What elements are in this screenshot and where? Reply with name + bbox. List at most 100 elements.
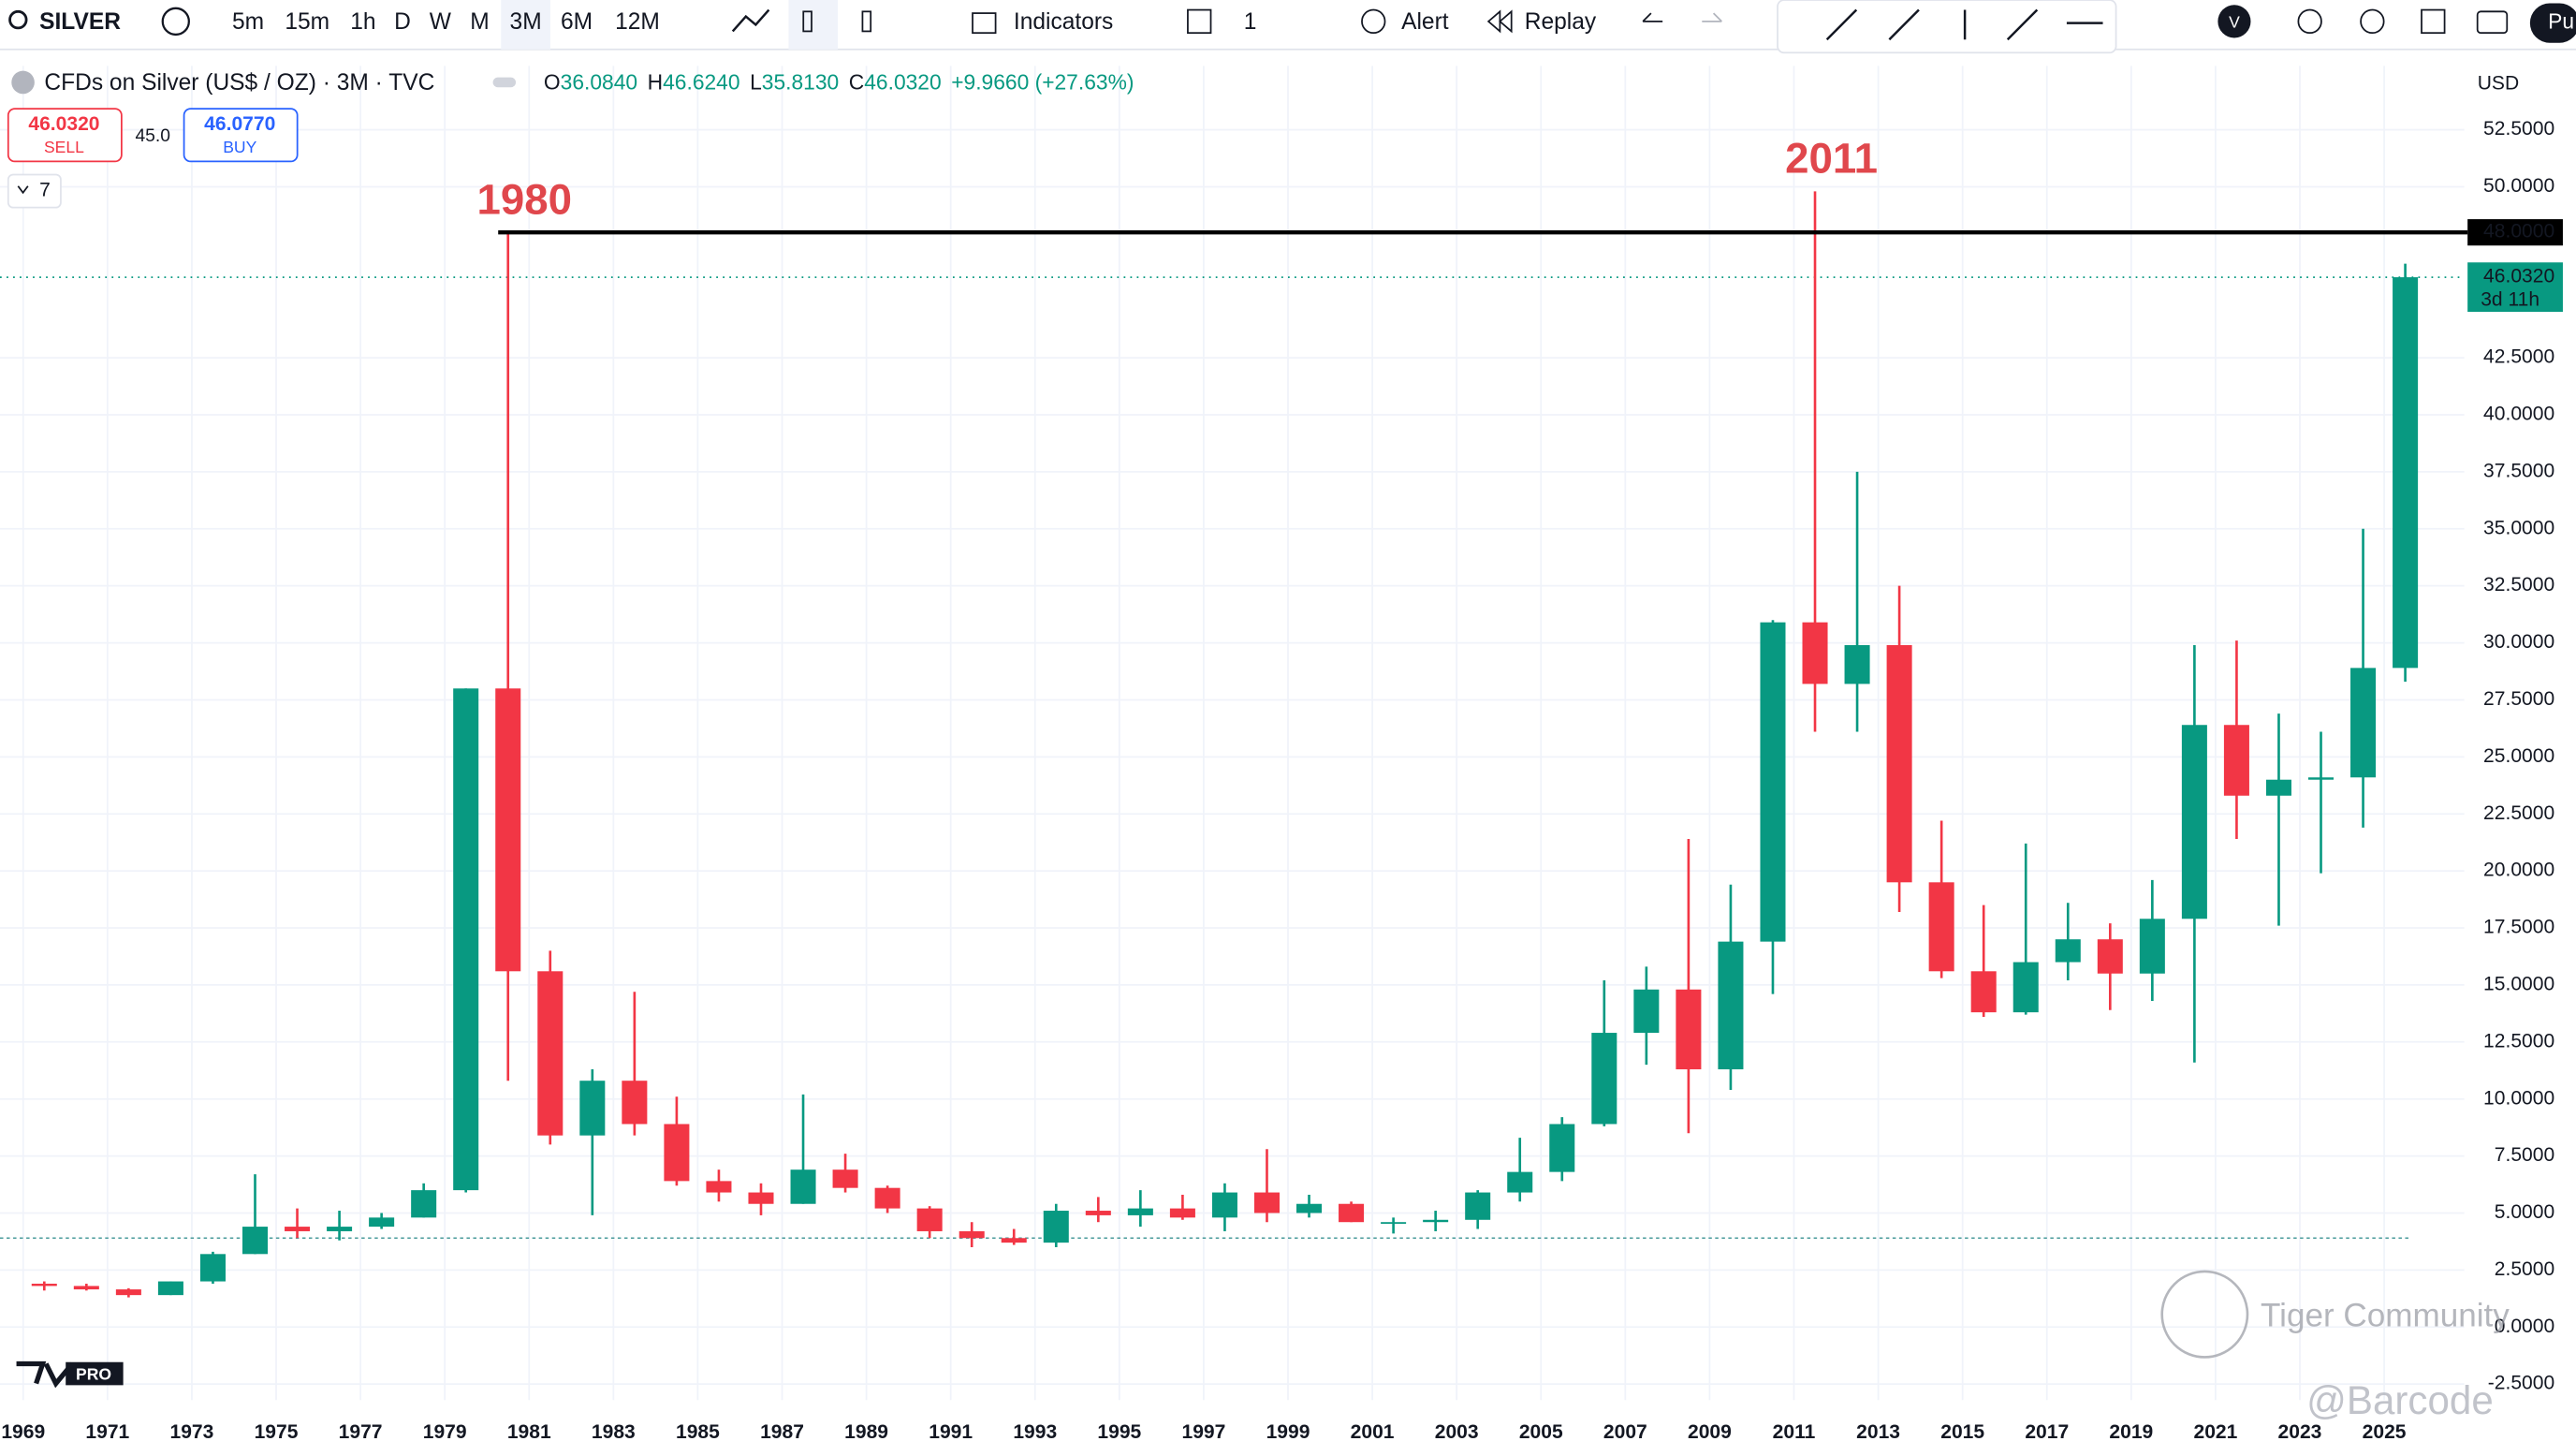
x-tick-label: 2019 [2109, 1421, 2153, 1443]
alert[interactable]: Alert [1401, 9, 1449, 35]
candle-body [706, 1181, 732, 1193]
interval[interactable]: 3M [510, 9, 542, 35]
x-tick-label: 2005 [1519, 1421, 1563, 1443]
candle-body [327, 1227, 353, 1231]
symbol-logo [11, 70, 35, 95]
x-tick-label: 2025 [2363, 1421, 2407, 1443]
last-price-label: 46.0320 [2483, 266, 2554, 287]
candle-body [1085, 1211, 1111, 1215]
drawing-tools[interactable] [1825, 8, 2103, 41]
last-price-label-bg [2467, 262, 2563, 313]
fullscreen-icon[interactable] [2421, 8, 2446, 35]
candle-body [1591, 1033, 1617, 1125]
bar-icon[interactable] [861, 10, 872, 33]
zoom-icon[interactable] [2297, 8, 2322, 35]
publish[interactable]: Pu [2548, 9, 2574, 34]
horizontal-line-label-bg [2467, 219, 2563, 246]
interval[interactable]: M [470, 9, 489, 35]
pro: PRO [76, 1364, 111, 1383]
horizontal-line-label: 48.0000 [2483, 221, 2554, 243]
candle-body [1465, 1192, 1491, 1220]
indicators-icon[interactable] [972, 12, 997, 35]
candle-body [2265, 779, 2291, 796]
watermark-logo [2160, 1270, 2249, 1359]
symbol-name[interactable]: CFDs on Silver (US$ / OZ) · 3M · TVC [44, 70, 434, 96]
y-tick-label: 40.0000 [2483, 404, 2554, 425]
candle-body [2393, 277, 2419, 669]
candle-body [157, 1281, 183, 1296]
x-tick-label: 1969 [1, 1421, 45, 1443]
buy-label[interactable]: BUY [223, 138, 256, 156]
user-initial[interactable]: V [2229, 12, 2240, 31]
replay-icon[interactable] [1486, 9, 1513, 34]
interval[interactable]: 5m [232, 9, 264, 35]
indicators[interactable]: Indicators [1014, 9, 1113, 35]
interval[interactable]: 12M [615, 9, 660, 35]
sell-price[interactable]: 46.0320 [28, 113, 99, 135]
candle-body [664, 1124, 690, 1182]
candle-body [285, 1227, 311, 1231]
interval[interactable]: 1h [350, 9, 375, 35]
candle-body [874, 1187, 900, 1209]
avatar[interactable] [2217, 5, 2251, 38]
y-tick-label: 25.0000 [2483, 745, 2554, 767]
interval[interactable]: W [430, 9, 452, 35]
y-tick-label: 30.0000 [2483, 631, 2554, 653]
currency[interactable]: USD [2478, 72, 2519, 94]
layout-count[interactable]: 1 [1244, 9, 1257, 35]
y-tick-label: 27.5000 [2483, 688, 2554, 710]
candle-body [115, 1289, 141, 1296]
buy-price[interactable]: 46.0770 [204, 113, 275, 135]
redo[interactable] [1702, 12, 1722, 22]
alert-icon[interactable] [1361, 8, 1386, 35]
collapse-chevron[interactable] [17, 185, 29, 195]
sell-label[interactable]: SELL [44, 138, 84, 156]
x-tick-label: 1977 [339, 1421, 383, 1443]
y-tick-label: 35.0000 [2483, 517, 2554, 538]
x-tick-label: 1991 [929, 1421, 973, 1443]
candle-icon-bg[interactable] [788, 0, 839, 50]
candle-body [2012, 962, 2039, 1013]
settings-icon[interactable] [2360, 8, 2385, 35]
x-tick-label: 2013 [1856, 1421, 1900, 1443]
search-icon[interactable] [8, 9, 28, 30]
line-chart-icon[interactable] [731, 8, 770, 33]
replay[interactable]: Replay [1525, 9, 1597, 35]
add-symbol[interactable] [161, 7, 190, 37]
interval[interactable]: D [394, 9, 411, 35]
interval[interactable]: 6M [561, 9, 593, 35]
currency-box[interactable] [2467, 66, 2563, 103]
candle-body [1423, 1219, 1449, 1223]
candle-body [1127, 1208, 1153, 1215]
candle-body [31, 1283, 57, 1287]
low: 35.8130 [762, 70, 839, 95]
candle-body [1886, 645, 1912, 883]
buy-button[interactable] [183, 108, 299, 163]
x-tick-label: 2017 [2025, 1421, 2069, 1443]
layout-icon[interactable] [1187, 8, 1212, 35]
sell-button[interactable] [7, 108, 123, 163]
candle-body [495, 688, 521, 972]
symbol[interactable]: SILVER [39, 9, 121, 35]
y-tick-label: 12.5000 [2483, 1030, 2554, 1052]
spread: 45.0 [135, 126, 170, 146]
undo[interactable] [1642, 12, 1663, 22]
collapse-button[interactable] [7, 173, 62, 209]
y-tick-label: 42.5000 [2483, 346, 2554, 368]
y-tick-label: -2.5000 [2488, 1373, 2554, 1394]
publish-button[interactable] [2529, 3, 2576, 43]
y-tick-label: 37.5000 [2483, 460, 2554, 481]
candle-body [1928, 882, 1954, 972]
candle-body [2139, 919, 2165, 974]
candle-body [369, 1217, 395, 1228]
candle-body [1253, 1192, 1280, 1213]
x-tick-label: 2001 [1351, 1421, 1395, 1443]
x-tick-label: 1999 [1266, 1421, 1310, 1443]
x-tick-label: 1979 [423, 1421, 467, 1443]
legend-toggle[interactable] [492, 77, 517, 88]
annotation: 2011 [1785, 135, 1878, 183]
collapse-count[interactable]: 7 [39, 180, 51, 201]
snapshot-icon[interactable] [2476, 10, 2509, 35]
candle-icon[interactable] [802, 10, 812, 33]
interval[interactable]: 15m [285, 9, 329, 35]
